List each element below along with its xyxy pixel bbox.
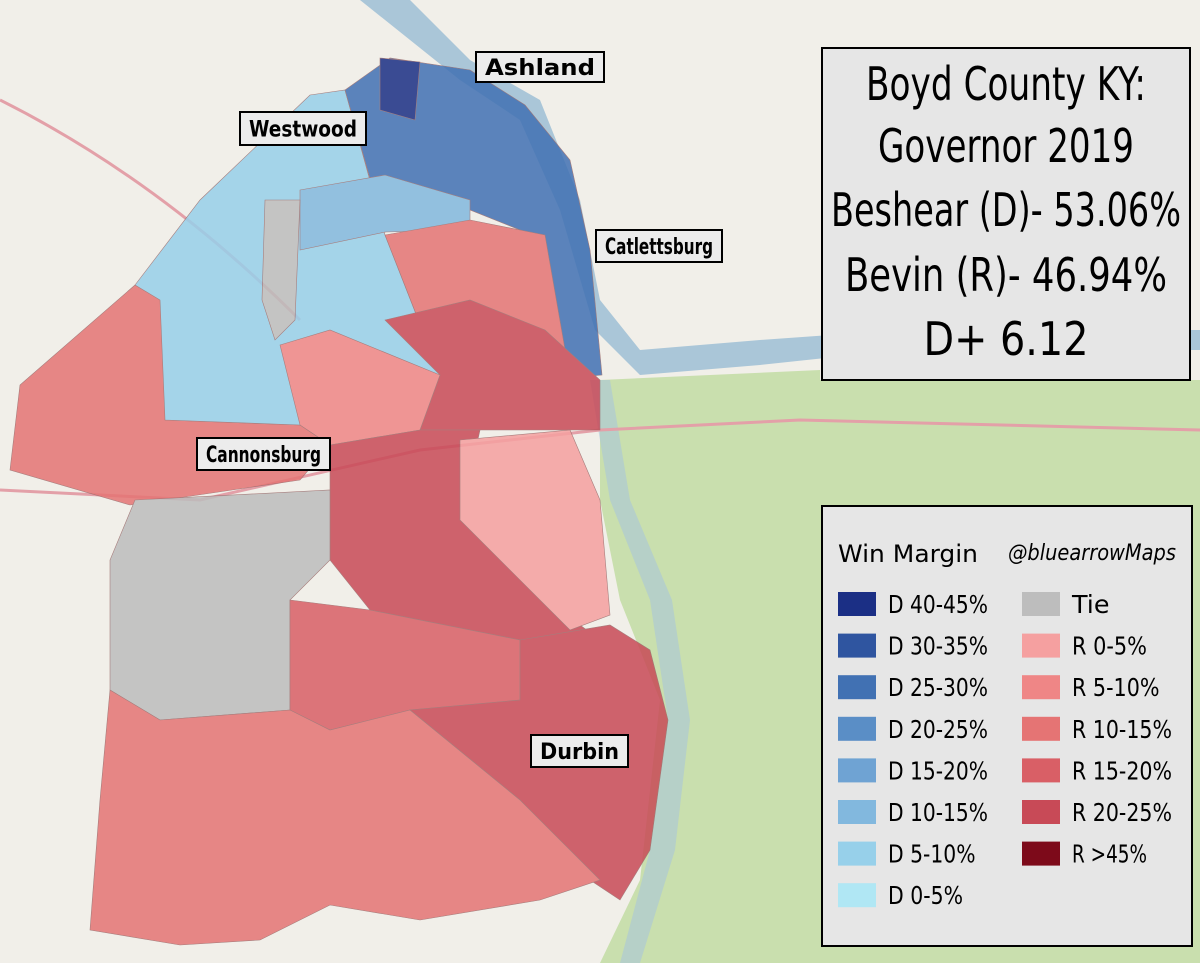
legend-swatch <box>838 592 876 616</box>
title-line: Bevin (R)- 46.94% <box>845 248 1167 302</box>
legend-swatch <box>1022 633 1060 658</box>
title-line: D+ 6.12 <box>924 312 1089 366</box>
legend-label: Tie <box>1071 590 1110 619</box>
legend-swatch <box>838 841 876 866</box>
legend-swatch <box>838 675 876 700</box>
place-label: Cannonsburg <box>206 443 321 468</box>
title-line: Boyd County KY: <box>866 57 1146 111</box>
legend-swatch <box>838 883 876 908</box>
legend-swatch <box>838 633 876 658</box>
legend-label: D 20-25% <box>888 715 988 744</box>
legend-label: D 5-10% <box>888 840 976 869</box>
legend-label: R 20-25% <box>1072 798 1172 827</box>
legend-label: R 15-20% <box>1072 756 1172 785</box>
legend-label: R 5-10% <box>1072 673 1160 702</box>
legend-swatch <box>838 758 876 783</box>
legend-swatch <box>838 716 876 741</box>
legend-swatch <box>1022 716 1060 741</box>
legend-label: D 30-35% <box>888 632 988 661</box>
place-box <box>475 51 605 83</box>
legend-swatch <box>1022 800 1060 824</box>
legend-label: D 15-20% <box>888 756 988 785</box>
place-box <box>239 111 367 146</box>
legend-swatch <box>1022 841 1060 866</box>
place-label: Durbin <box>540 740 619 765</box>
place-label: Westwood <box>249 118 357 143</box>
legend-label: D 10-15% <box>888 798 988 827</box>
place-label: Catlettsburg <box>605 235 713 260</box>
legend-swatch <box>1022 592 1060 616</box>
legend-label: D 0-5% <box>888 881 963 910</box>
place-box <box>196 437 331 471</box>
legend-label: D 40-45% <box>888 590 988 619</box>
place-box <box>530 734 629 768</box>
title-line: Beshear (D)- 53.06% <box>831 183 1181 237</box>
place-label: Ashland <box>485 56 595 81</box>
legend-box <box>821 505 1193 947</box>
legend-swatch <box>838 800 876 824</box>
legend-credit: @bluearrowMaps <box>1008 541 1176 566</box>
legend-title: Win Margin <box>838 540 978 568</box>
legend-swatch <box>1022 675 1060 700</box>
precincts <box>9 57 669 946</box>
legend-label: R 10-15% <box>1072 715 1172 744</box>
title-box <box>821 47 1191 381</box>
legend-label: R >45% <box>1072 840 1147 869</box>
legend-label: R 0-5% <box>1072 632 1147 661</box>
legend-swatch <box>1022 758 1060 783</box>
river <box>590 380 690 963</box>
legend-label: D 25-30% <box>888 673 988 702</box>
title-line: Governor 2019 <box>878 119 1134 173</box>
place-box <box>595 229 723 263</box>
